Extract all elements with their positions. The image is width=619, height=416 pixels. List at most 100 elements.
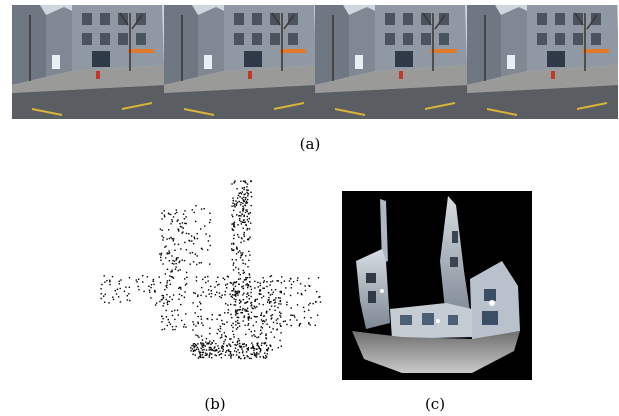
cloud-point (243, 357, 246, 360)
cloud-point (211, 342, 213, 344)
cloud-point (245, 302, 247, 304)
cloud-point (271, 349, 273, 351)
cloud-point (232, 326, 234, 329)
cloud-point (253, 315, 256, 318)
cloud-point (232, 269, 235, 271)
cloud-point (167, 300, 169, 302)
cloud-point (211, 353, 213, 355)
cloud-point (251, 304, 253, 306)
cloud-point (200, 247, 203, 250)
cloud-point (233, 282, 235, 284)
cloud-point (172, 328, 174, 331)
cloud-point (259, 356, 261, 358)
cloud-point (160, 299, 163, 301)
cloud-point (232, 224, 235, 226)
cloud-point (285, 287, 287, 289)
cloud-point (262, 295, 265, 297)
cloud-point (168, 213, 170, 215)
caption-b: (b) (204, 395, 226, 413)
cloud-point (319, 295, 321, 298)
cloud-point (197, 321, 199, 323)
cloud-point (146, 276, 149, 278)
cloud-point (178, 287, 180, 289)
cloud-point (232, 354, 234, 356)
cloud-point (236, 319, 239, 322)
cloud-point (247, 319, 250, 321)
cloud-point (159, 253, 161, 255)
cloud-point (243, 345, 245, 348)
cloud-point (164, 246, 166, 248)
cloud-point (166, 293, 168, 296)
cloud-point (280, 303, 282, 305)
cloud-point (194, 253, 196, 255)
cloud-point (299, 283, 302, 285)
cloud-point (246, 229, 248, 231)
cloud-point (184, 222, 186, 224)
cloud-point (182, 231, 184, 233)
cloud-point (251, 342, 253, 344)
cloud-point (202, 346, 204, 349)
cloud-point (177, 314, 179, 316)
cloud-point (236, 214, 238, 216)
cloud-point (208, 356, 210, 358)
cloud-point (267, 348, 269, 350)
cloud-point (249, 276, 251, 279)
cloud-point (189, 252, 191, 254)
cloud-point (279, 297, 281, 299)
cloud-point (159, 300, 161, 303)
cloud-point (129, 299, 131, 302)
cloud-point (164, 288, 166, 291)
cloud-point (240, 252, 242, 254)
cloud-point (175, 262, 177, 265)
cloud-point (161, 315, 163, 318)
cloud-point (204, 225, 206, 227)
street-frame-4 (466, 5, 618, 119)
cloud-point (233, 221, 236, 223)
cloud-point (245, 345, 247, 347)
cloud-point (276, 322, 278, 324)
reconstruction-render (352, 196, 520, 373)
cloud-point (246, 189, 248, 191)
cloud-point (225, 350, 228, 352)
cloud-point (244, 211, 247, 214)
cloud-point (242, 202, 244, 204)
cloud-point (239, 342, 241, 345)
cloud-point (165, 298, 167, 301)
cloud-point (259, 290, 261, 292)
cloud-point (238, 339, 241, 342)
cloud-point (118, 283, 120, 285)
cloud-point (270, 275, 273, 277)
cloud-point (158, 276, 160, 278)
cloud-point (251, 347, 253, 349)
cloud-point (175, 325, 177, 328)
cloud-point (238, 345, 241, 347)
cloud-point (265, 356, 268, 358)
cloud-point (214, 354, 216, 356)
cloud-point (234, 180, 236, 182)
cloud-point (274, 305, 276, 307)
cloud-point (284, 320, 286, 322)
cloud-point (183, 296, 186, 298)
cloud-point (170, 236, 172, 239)
cloud-point (193, 346, 195, 349)
cloud-point (262, 355, 265, 358)
cloud-point (206, 343, 208, 345)
cloud-point (217, 345, 219, 347)
cloud-point (163, 216, 166, 218)
cloud-point (148, 289, 151, 291)
cloud-point (185, 249, 188, 251)
cloud-point (214, 350, 216, 352)
cloud-point (247, 286, 249, 289)
cloud-point (243, 233, 245, 236)
cloud-point (150, 286, 152, 289)
cloud-point (109, 279, 111, 281)
cloud-point (245, 255, 247, 257)
cloud-point (165, 316, 168, 318)
cloud-point (256, 316, 258, 318)
cloud-point (174, 309, 176, 312)
cloud-point (226, 275, 229, 277)
cloud-point (194, 354, 196, 356)
cloud-point (209, 219, 212, 221)
cloud-point (198, 262, 201, 264)
cloud-point (234, 291, 236, 293)
